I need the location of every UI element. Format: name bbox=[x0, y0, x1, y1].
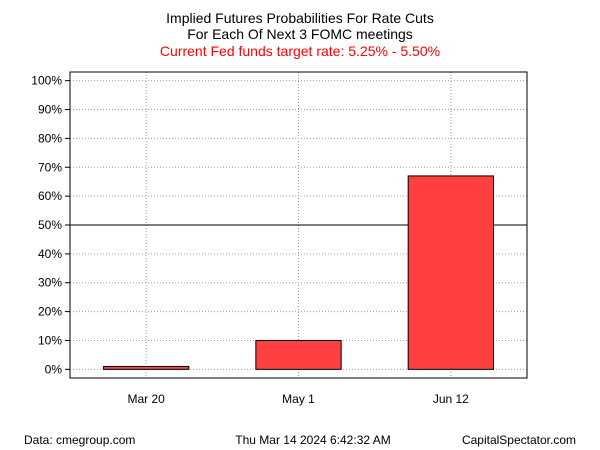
y-tick-label: 50% bbox=[38, 218, 62, 232]
bar-jun-12 bbox=[407, 175, 494, 370]
y-tick-label: 90% bbox=[38, 103, 62, 117]
y-tick-label: 60% bbox=[38, 189, 62, 203]
x-tick-label: Jun 12 bbox=[433, 392, 469, 406]
y-tick-label: 40% bbox=[38, 247, 62, 261]
chart-title-block: Implied Futures Probabilities For Rate C… bbox=[0, 10, 600, 60]
y-tick-label: 0% bbox=[45, 362, 63, 376]
y-tick-label: 20% bbox=[38, 305, 62, 319]
y-tick-label: 70% bbox=[38, 160, 62, 174]
y-tick-label: 100% bbox=[31, 74, 62, 88]
bar-may-1 bbox=[255, 339, 342, 370]
chart-title-line-1: Implied Futures Probabilities For Rate C… bbox=[166, 10, 434, 26]
x-tick-label: Mar 20 bbox=[127, 392, 165, 406]
bar-mar-20 bbox=[103, 365, 190, 370]
x-tick-label: May 1 bbox=[282, 392, 315, 406]
y-tick-label: 80% bbox=[38, 131, 62, 145]
chart-title-line-2: For Each Of Next 3 FOMC meetings bbox=[187, 26, 413, 42]
chart-subtitle: Current Fed funds target rate: 5.25% - 5… bbox=[159, 43, 441, 59]
footer-source: Data: cmegroup.com bbox=[24, 433, 136, 447]
y-tick-label: 10% bbox=[38, 333, 62, 347]
footer-credit: CapitalSpectator.com bbox=[461, 433, 576, 447]
footer-timestamp: Thu Mar 14 2024 6:42:32 AM bbox=[235, 433, 391, 447]
y-tick-label: 30% bbox=[38, 276, 62, 290]
